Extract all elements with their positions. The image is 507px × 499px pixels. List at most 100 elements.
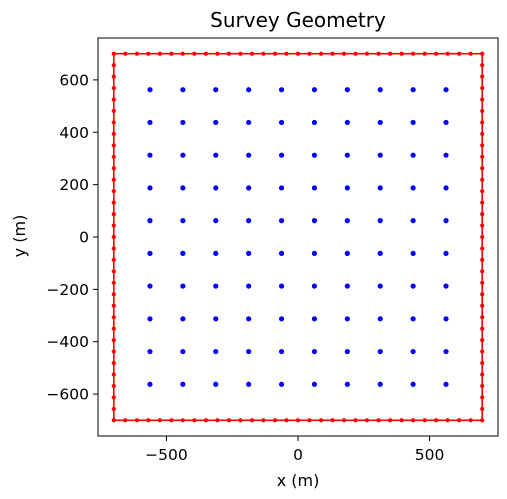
boundary-point (480, 177, 485, 182)
boundary-point (111, 338, 116, 343)
boundary-point (123, 418, 128, 423)
receiver-point (377, 152, 383, 158)
boundary-point (307, 51, 312, 56)
receiver-point (410, 250, 416, 256)
boundary-point (215, 51, 220, 56)
receiver-point (213, 152, 219, 158)
receiver-point (344, 119, 350, 126)
boundary-point (123, 51, 128, 56)
boundary-point (238, 51, 243, 56)
boundary-point (111, 372, 116, 377)
receiver-point (278, 250, 285, 256)
receiver-point (344, 218, 350, 224)
receiver-point (410, 152, 416, 158)
plot-frame (97, 37, 499, 437)
boundary-point (364, 418, 370, 423)
boundary-point (480, 108, 485, 114)
boundary-point (272, 418, 278, 423)
boundary-point (480, 74, 485, 79)
boundary-point (411, 51, 416, 56)
receiver-point (377, 119, 383, 126)
receiver-point (213, 185, 219, 191)
boundary-point (388, 418, 393, 423)
receiver-point (180, 250, 186, 256)
boundary-point (111, 326, 116, 331)
receiver-point (213, 381, 219, 387)
boundary-point (295, 51, 301, 56)
boundary-point (111, 315, 116, 320)
chart-title: Survey Geometry (210, 8, 386, 32)
receiver-point (278, 87, 285, 93)
receiver-point (443, 316, 449, 322)
boundary-point (445, 418, 450, 423)
receiver-point (410, 218, 416, 224)
boundary-point (480, 166, 485, 171)
receiver-point (213, 250, 219, 256)
receiver-point (377, 218, 383, 224)
receiver-point (246, 250, 252, 256)
boundary-line (112, 52, 484, 422)
receiver-point (213, 119, 219, 126)
receiver-point (344, 87, 350, 93)
boundary-point (111, 143, 116, 148)
receiver-point (278, 152, 285, 158)
boundary-point (111, 292, 116, 297)
boundary-point (169, 418, 174, 423)
boundary-point (261, 418, 266, 423)
x-axis-label: x (m) (277, 471, 320, 490)
receiver-point (410, 185, 416, 191)
boundary-point (203, 418, 208, 423)
receiver-point (180, 348, 186, 355)
boundary-point (445, 51, 450, 56)
receiver-point (344, 283, 350, 289)
boundary-point (480, 406, 485, 411)
y-axis: 600 400 200 0 −200 −400 −600 (46, 71, 98, 404)
boundary-point (226, 51, 232, 56)
receiver-point (147, 316, 153, 322)
receiver-point (311, 185, 318, 191)
x-tick-label: 0 (293, 446, 303, 464)
boundary-point (111, 234, 116, 240)
boundary-point (376, 418, 381, 423)
receiver-point (180, 316, 186, 322)
receiver-point (213, 348, 219, 355)
boundary-point (480, 223, 485, 228)
receiver-point (443, 250, 449, 256)
boundary-point (111, 131, 116, 136)
receiver-point (246, 119, 252, 126)
receiver-point (443, 381, 449, 387)
receiver-point (180, 283, 186, 289)
receiver-point (443, 119, 449, 126)
boundary-point (215, 418, 220, 423)
receiver-point (377, 283, 383, 289)
boundary-point (226, 418, 232, 423)
boundary-point (134, 51, 139, 56)
boundary-point (146, 51, 151, 56)
boundary-point (399, 51, 404, 56)
receiver-point (377, 381, 383, 387)
receiver-point (311, 87, 318, 93)
boundary-point (364, 51, 370, 56)
boundary-point (480, 234, 485, 240)
boundary-point (111, 418, 116, 423)
boundary-point (480, 200, 485, 205)
boundary-point (434, 418, 439, 423)
boundary-point (111, 108, 116, 114)
receiver-point (246, 152, 252, 158)
receiver-point (377, 185, 383, 191)
receiver-point (311, 348, 318, 355)
receiver-point (180, 218, 186, 224)
receiver-point (311, 381, 318, 387)
boundary-point (261, 51, 266, 56)
receiver-point (278, 381, 285, 387)
y-tick-label: −200 (46, 281, 89, 299)
receiver-point (377, 250, 383, 256)
receiver-point (278, 119, 285, 126)
boundary-point (111, 51, 116, 56)
boundary-point (480, 85, 485, 91)
boundary-point (295, 418, 301, 423)
boundary-point (457, 51, 462, 56)
receiver-point (147, 381, 153, 387)
boundary-point (111, 383, 116, 389)
x-tick-label: −500 (145, 446, 188, 464)
